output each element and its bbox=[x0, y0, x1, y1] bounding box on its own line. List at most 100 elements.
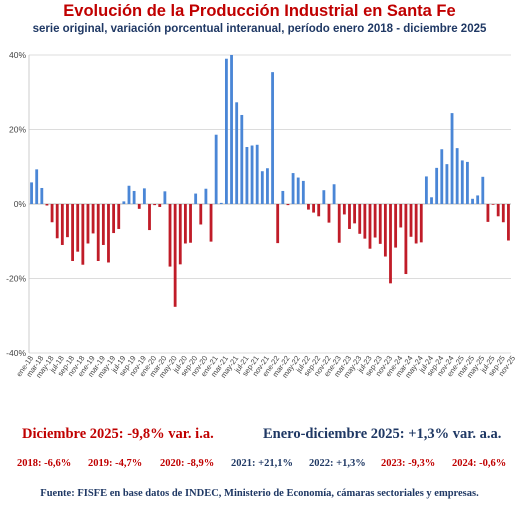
bar bbox=[353, 204, 357, 224]
annual-2019: 2019: -4,7% bbox=[88, 458, 143, 469]
bar bbox=[389, 204, 392, 284]
bar bbox=[476, 195, 480, 204]
y-tick-label: -40% bbox=[6, 348, 26, 358]
bar bbox=[327, 204, 331, 223]
bar bbox=[214, 134, 218, 204]
bar bbox=[163, 191, 167, 204]
bar bbox=[199, 204, 203, 225]
bar bbox=[296, 177, 300, 204]
bar bbox=[358, 204, 362, 234]
bar bbox=[132, 190, 136, 204]
bar bbox=[168, 204, 172, 267]
bar bbox=[194, 193, 198, 204]
bars bbox=[30, 55, 510, 307]
y-tick-label: -20% bbox=[6, 274, 26, 284]
bar bbox=[50, 204, 54, 223]
bar bbox=[440, 149, 444, 204]
bar bbox=[250, 145, 254, 204]
chart-subtitle: serie original, variación porcentual int… bbox=[32, 23, 487, 35]
annual-2023: 2023: -9,3% bbox=[381, 458, 436, 469]
bar bbox=[342, 204, 346, 215]
bar bbox=[122, 201, 126, 204]
bar bbox=[307, 204, 310, 210]
bar bbox=[60, 204, 64, 245]
bar bbox=[71, 204, 74, 261]
bar bbox=[255, 144, 259, 204]
bar bbox=[101, 204, 105, 245]
bar bbox=[219, 202, 223, 204]
bar bbox=[399, 204, 403, 228]
y-tick-label: 0% bbox=[14, 199, 27, 209]
bar bbox=[496, 204, 500, 217]
bar bbox=[363, 204, 367, 239]
bar bbox=[148, 204, 151, 231]
bar bbox=[35, 169, 39, 204]
source-note: Fuente: FISFE en base datos de INDEC, Mi… bbox=[40, 488, 479, 499]
bar bbox=[281, 190, 285, 204]
bar bbox=[158, 204, 162, 207]
bar bbox=[76, 204, 80, 252]
bar bbox=[460, 160, 464, 204]
bar bbox=[230, 55, 233, 204]
bar bbox=[271, 72, 274, 204]
bar bbox=[225, 58, 228, 204]
bar bbox=[81, 204, 85, 265]
bar bbox=[137, 204, 141, 209]
bar bbox=[383, 204, 387, 257]
bar bbox=[245, 147, 249, 204]
annual-2022: 2022: +1,3% bbox=[309, 458, 366, 469]
x-axis-ticks: ene-18mar-18may-18jul-18sep-18nov-18ene-… bbox=[14, 354, 517, 380]
bar bbox=[40, 187, 44, 204]
bar bbox=[240, 114, 244, 204]
bar bbox=[66, 204, 69, 238]
bar bbox=[312, 204, 315, 213]
bar bbox=[276, 204, 280, 244]
bar bbox=[204, 188, 208, 204]
bar bbox=[486, 204, 490, 222]
bar bbox=[348, 204, 351, 229]
annual-2018: 2018: -6,6% bbox=[17, 458, 72, 469]
bar bbox=[30, 182, 33, 204]
bar bbox=[466, 161, 469, 204]
bar bbox=[435, 167, 439, 204]
annual-summary: Enero-diciembre 2025: +1,3% var. a.a. bbox=[263, 426, 502, 442]
bar bbox=[189, 204, 192, 243]
bar bbox=[378, 204, 382, 244]
bar bbox=[368, 204, 372, 249]
bar bbox=[507, 204, 510, 241]
bar bbox=[153, 204, 157, 206]
bar bbox=[209, 204, 213, 242]
bar bbox=[178, 204, 182, 265]
bar bbox=[127, 185, 131, 204]
bar bbox=[430, 197, 433, 204]
y-axis-ticks: 40% 20% 0% -20% -40% bbox=[6, 50, 26, 358]
bar bbox=[291, 173, 295, 204]
annual-2024: 2024: -0,6% bbox=[452, 458, 507, 469]
bar bbox=[471, 198, 474, 204]
bar bbox=[286, 204, 290, 206]
bar bbox=[235, 102, 239, 204]
y-tick-label: 40% bbox=[9, 50, 26, 60]
bar bbox=[394, 204, 398, 248]
bar bbox=[337, 204, 341, 243]
bar bbox=[91, 204, 95, 234]
bar bbox=[301, 180, 305, 204]
bar bbox=[491, 204, 495, 205]
annual-2021: 2021: +21,1% bbox=[231, 458, 293, 469]
december-summary: Diciembre 2025: -9,8% var. i.a. bbox=[22, 426, 214, 442]
bar bbox=[332, 184, 336, 204]
bar bbox=[142, 188, 146, 204]
bar bbox=[117, 204, 121, 229]
bar-chart: 40% 20% 0% -20% -40% ene-18mar-18may-18jul-1… bbox=[6, 50, 517, 380]
bar bbox=[112, 204, 116, 234]
bar bbox=[317, 204, 321, 217]
bar bbox=[419, 204, 423, 243]
bar bbox=[481, 176, 485, 204]
bar bbox=[404, 204, 408, 275]
bar bbox=[424, 176, 428, 204]
bar bbox=[445, 164, 449, 204]
bar bbox=[86, 204, 90, 244]
bar bbox=[55, 204, 59, 239]
bar bbox=[414, 204, 418, 244]
bar bbox=[183, 204, 187, 244]
